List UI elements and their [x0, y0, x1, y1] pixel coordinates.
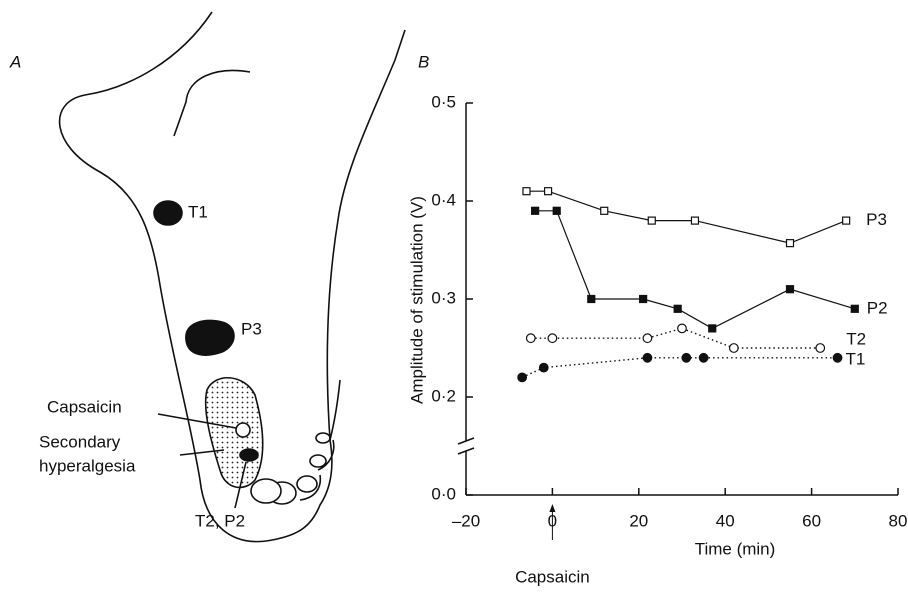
marker	[690, 216, 700, 225]
marker	[587, 294, 596, 304]
site-label: T1	[188, 202, 208, 221]
series-line	[535, 210, 855, 330]
series-label: P2	[867, 298, 888, 317]
marker	[522, 187, 531, 196]
marker	[842, 216, 851, 225]
x-tick-label: 20	[629, 511, 648, 530]
foot-diagram	[58, 11, 406, 543]
x-axis-title: Time (min)	[695, 539, 776, 558]
marker	[517, 372, 528, 383]
axis-break	[457, 447, 475, 455]
marker	[681, 352, 692, 363]
marker	[785, 239, 795, 248]
site-label: hyperalgesia	[39, 456, 136, 475]
marker	[673, 304, 682, 313]
series-label: T1	[846, 349, 866, 368]
marker	[832, 352, 843, 363]
panel-label: A	[9, 52, 21, 71]
marker	[728, 343, 739, 353]
series-line	[521, 357, 838, 379]
series-label: T2	[846, 329, 866, 348]
marker	[850, 304, 859, 313]
marker	[525, 333, 536, 344]
marker	[815, 343, 826, 353]
y-tick-label: 0·0	[431, 484, 456, 503]
panel-label: B	[418, 52, 429, 71]
marker	[677, 323, 687, 334]
marker	[642, 333, 653, 344]
annotation: Capsaicin	[515, 567, 590, 586]
x-tick-label: 40	[716, 511, 735, 530]
series-label: P3	[866, 210, 887, 229]
y-axis-title: Amplitude of stimulation (V)	[407, 196, 426, 404]
site-label: P3	[241, 319, 262, 338]
marker	[642, 352, 653, 363]
marker	[785, 285, 795, 294]
series-line	[530, 327, 821, 349]
site-label: Secondary	[39, 432, 121, 451]
series-line	[526, 190, 847, 244]
marker	[698, 352, 709, 363]
marker	[552, 206, 561, 215]
marker	[543, 187, 553, 196]
site-label: T2, P2	[195, 511, 245, 530]
annotation-arrowhead	[549, 504, 556, 512]
marker	[547, 333, 558, 344]
y-tick-label: 0·2	[431, 386, 456, 405]
x-tick-label: –20	[452, 511, 480, 530]
marker	[538, 362, 549, 373]
x-tick-label: 60	[802, 511, 821, 530]
marker	[639, 294, 648, 304]
axis-break	[457, 437, 475, 445]
marker	[647, 216, 656, 225]
marker	[600, 206, 609, 215]
marker	[708, 324, 717, 333]
x-tick-label: 80	[889, 511, 908, 530]
y-tick-label: 0·3	[431, 288, 456, 307]
y-tick-label: 0·5	[431, 92, 456, 111]
marker	[531, 206, 540, 215]
site-label: Capsaicin	[47, 397, 122, 416]
y-tick-label: 0·4	[431, 190, 456, 209]
